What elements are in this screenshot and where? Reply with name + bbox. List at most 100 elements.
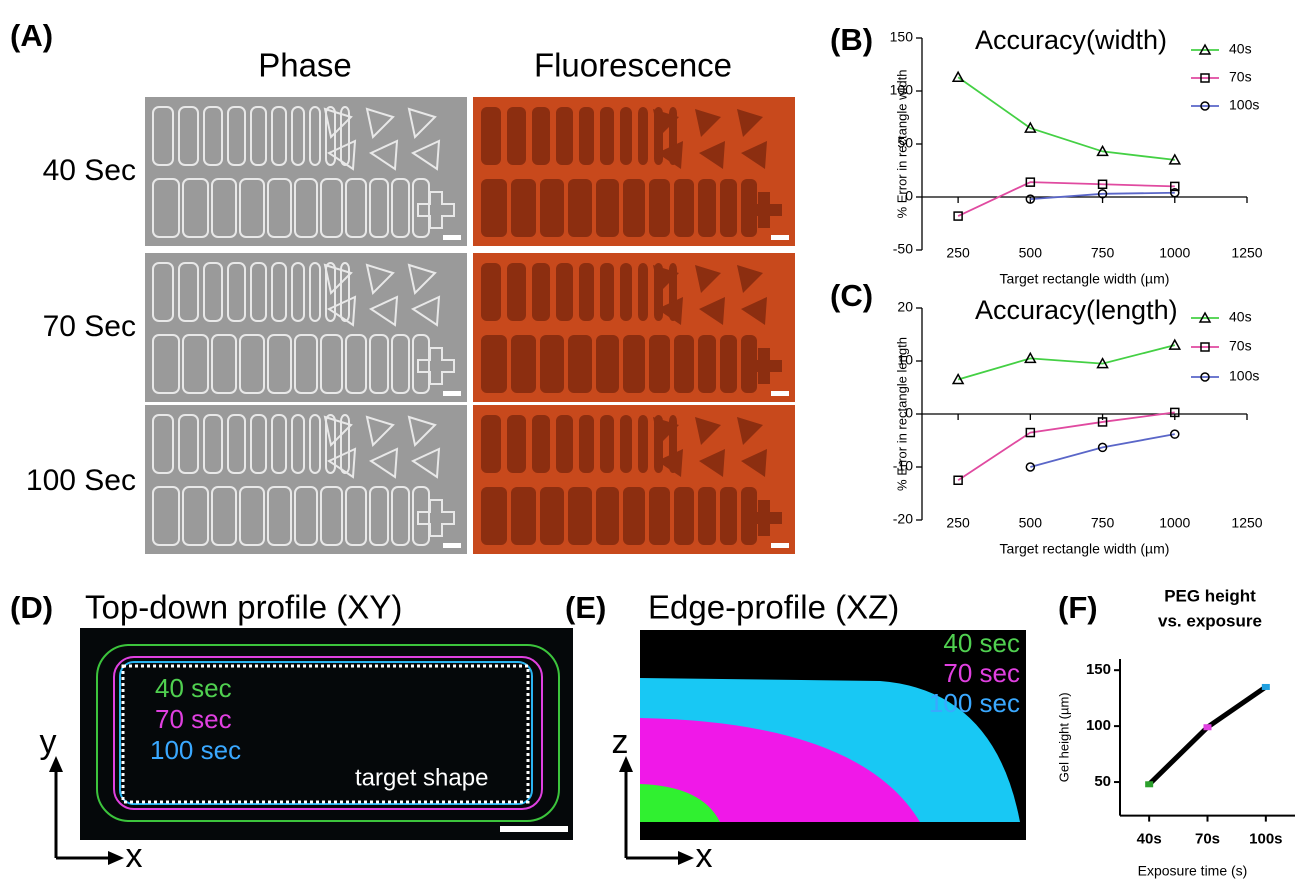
- feature: [417, 499, 455, 537]
- feature: [556, 415, 573, 473]
- feature: [211, 486, 237, 546]
- scale-bar: [500, 826, 568, 832]
- feature: [309, 414, 321, 474]
- feature: [325, 414, 336, 474]
- x-tick-label: 750: [1091, 245, 1115, 261]
- axes-arrows: [619, 756, 694, 865]
- feature: [369, 178, 389, 238]
- feature: [294, 334, 318, 394]
- feature: [309, 262, 321, 322]
- feature: [481, 263, 501, 321]
- feature: [365, 263, 399, 327]
- y-tick-label: 150: [890, 29, 914, 45]
- feature: [152, 262, 174, 322]
- marker: [1198, 311, 1212, 323]
- y-tick-label: -10: [893, 458, 913, 474]
- feature: [507, 415, 526, 473]
- feature: [481, 487, 507, 545]
- feature: [391, 486, 410, 546]
- axis-letter: x: [126, 837, 143, 875]
- feature: [227, 414, 246, 474]
- feature: [345, 178, 367, 238]
- marker: [1025, 427, 1036, 438]
- row-label: 40 Sec: [43, 154, 136, 187]
- feature: [152, 334, 180, 394]
- feature: [178, 106, 199, 166]
- feature: [600, 263, 614, 321]
- column-label: Fluorescence: [534, 47, 732, 84]
- feature: [674, 335, 694, 393]
- feature: [178, 414, 199, 474]
- feature: [325, 262, 336, 322]
- feature: [600, 107, 614, 165]
- feature: [532, 107, 550, 165]
- feature: [720, 335, 737, 393]
- feature: [412, 334, 430, 394]
- feature: [227, 106, 246, 166]
- feature: [568, 487, 592, 545]
- feature: [182, 178, 209, 238]
- feature: [407, 415, 441, 479]
- feature: [365, 415, 399, 479]
- y-tick-label: 10: [897, 352, 913, 368]
- feature: [540, 487, 564, 545]
- series-line: [957, 344, 1176, 381]
- feature: [638, 263, 648, 321]
- y-axis-label: % Error in rectangle length: [894, 337, 909, 491]
- feature: [152, 414, 174, 474]
- feature: [568, 179, 592, 237]
- feature: [239, 334, 265, 394]
- legend-label: 100s: [1229, 97, 1259, 113]
- legend-label: 70 sec: [155, 704, 232, 734]
- scale-bar: [771, 543, 789, 548]
- profile-40: [640, 784, 720, 822]
- axis-letter: z: [612, 723, 629, 761]
- feature: [653, 417, 683, 477]
- feature: [532, 263, 550, 321]
- micrograph: [145, 253, 467, 402]
- feature: [507, 107, 526, 165]
- legend-label: 40s: [1229, 309, 1252, 325]
- micrograph: [145, 405, 467, 554]
- feature: [291, 414, 305, 474]
- feature: [407, 107, 441, 171]
- feature: [746, 500, 782, 536]
- feature: [511, 487, 536, 545]
- feature: [178, 262, 199, 322]
- panel-label: (E): [565, 590, 606, 625]
- feature: [182, 334, 209, 394]
- feature: [417, 191, 455, 229]
- chart-title: PEG height: [1164, 586, 1256, 605]
- feature: [674, 179, 694, 237]
- x-tick-label: 500: [1019, 515, 1043, 531]
- marker: [1200, 73, 1210, 83]
- feature: [391, 334, 410, 394]
- point: [1261, 683, 1270, 690]
- feature: [271, 414, 287, 474]
- marker: [1024, 121, 1037, 133]
- feature: [271, 106, 287, 166]
- point: [1203, 724, 1212, 731]
- y-tick-label: 100: [1086, 717, 1111, 734]
- y-tick-label: 150: [1086, 661, 1111, 678]
- marker: [1097, 417, 1108, 427]
- feature: [698, 179, 716, 237]
- feature: [152, 486, 180, 546]
- feature: [323, 415, 357, 479]
- marker: [1170, 407, 1180, 418]
- feature: [623, 335, 645, 393]
- feature: [340, 414, 350, 474]
- x-tick-label: 250: [946, 245, 970, 261]
- feature: [294, 486, 318, 546]
- feature: [203, 262, 223, 322]
- legend-label: 100s: [1229, 368, 1259, 384]
- feature: [720, 179, 737, 237]
- feature: [556, 263, 573, 321]
- feature: [250, 106, 267, 166]
- marker: [951, 373, 965, 385]
- y-tick-label: -50: [893, 241, 913, 257]
- marker: [1096, 357, 1109, 369]
- feature: [291, 262, 305, 322]
- feature: [481, 415, 501, 473]
- y-axis-label: % Error in rectangle width: [894, 70, 909, 219]
